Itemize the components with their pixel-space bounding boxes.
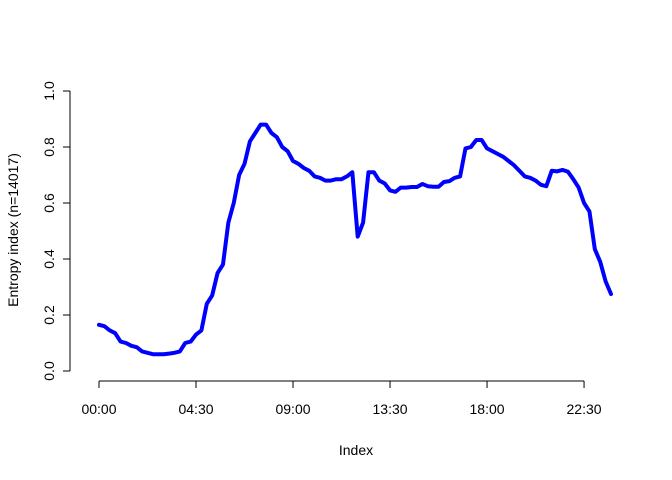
series-line-0 — [97, 122, 613, 357]
y-tick-label: 0.4 — [41, 249, 57, 269]
x-tick-label: 13:30 — [373, 401, 408, 417]
x-tick-label: 22:30 — [567, 401, 602, 417]
y-tick-label: 0.2 — [41, 305, 57, 325]
series-layer — [97, 122, 613, 357]
y-tick-label: 1.0 — [41, 81, 57, 101]
x-tick-label: 18:00 — [470, 401, 505, 417]
x-tick-label: 00:00 — [81, 401, 116, 417]
x-tick-label: 04:30 — [178, 401, 213, 417]
x-tick-label: 09:00 — [275, 401, 310, 417]
y-tick-label: 0.8 — [41, 137, 57, 157]
y-tick-label: 0.0 — [41, 361, 57, 381]
y-tick-label: 0.6 — [41, 193, 57, 213]
x-axis-title: Index — [339, 442, 373, 458]
y-axis-title: Entropy index (n=14017) — [5, 153, 21, 307]
y-axis: 0.0 0.2 0.4 0.6 0.8 1.0 — [41, 81, 71, 381]
x-axis: 00:00 04:30 09:00 13:30 18:00 22:30 — [81, 380, 602, 417]
